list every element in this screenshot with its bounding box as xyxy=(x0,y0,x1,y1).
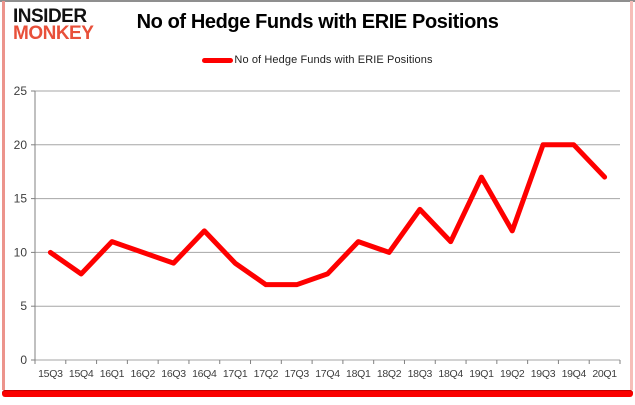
line-chart: 0 5 10 15 20 25 15Q3 15Q4 16Q1 16Q2 16Q3 16Q4 17Q1 17… xyxy=(14,85,621,380)
x-tick-label: 20Q1 xyxy=(592,368,617,380)
x-tick-label: 19Q2 xyxy=(500,368,525,380)
legend: No of Hedge Funds with ERIE Positions xyxy=(0,54,635,66)
x-tick-label: 18Q1 xyxy=(346,368,371,380)
x-tick-label: 18Q3 xyxy=(408,368,433,380)
y-tick-label: 15 xyxy=(14,192,28,206)
x-tick-label: 16Q1 xyxy=(100,368,125,380)
bottom-red-bar xyxy=(2,390,633,397)
x-tick-label: 15Q3 xyxy=(38,368,63,380)
y-tick-label: 25 xyxy=(14,85,28,98)
frame-right-border xyxy=(630,1,633,390)
x-tick-label: 19Q1 xyxy=(469,368,494,380)
legend-label: No of Hedge Funds with ERIE Positions xyxy=(234,54,433,66)
x-tick-label: 17Q4 xyxy=(315,368,340,380)
frame-left-border xyxy=(2,1,5,390)
y-tick-label: 10 xyxy=(14,245,28,259)
x-tick-label: 18Q4 xyxy=(438,368,463,380)
x-tick-label: 15Q4 xyxy=(69,368,94,380)
frame-top-border xyxy=(0,0,635,2)
legend-line-swatch xyxy=(202,57,234,63)
x-tick-label: 16Q3 xyxy=(161,368,186,380)
x-tick-label: 17Q2 xyxy=(254,368,279,380)
data-line xyxy=(47,142,608,288)
logo-line-insider: INSIDER xyxy=(13,6,87,27)
logo-line-monkey: MONKEY xyxy=(13,23,94,44)
x-tick-label: 16Q4 xyxy=(192,368,217,380)
x-tick-label: 16Q2 xyxy=(131,368,156,380)
y-tick-label: 5 xyxy=(20,299,27,313)
x-tick-label: 17Q3 xyxy=(284,368,309,380)
insider-monkey-logo: INSIDER MONKEY xyxy=(13,6,94,44)
y-tick-label: 0 xyxy=(20,353,27,367)
x-tick-label: 17Q1 xyxy=(223,368,248,380)
x-tick-label: 18Q2 xyxy=(377,368,402,380)
y-tick-label: 20 xyxy=(14,138,28,152)
chart-title: No of Hedge Funds with ERIE Positions xyxy=(136,11,499,33)
x-tick-label: 19Q3 xyxy=(531,368,556,380)
x-tick-label: 19Q4 xyxy=(562,368,587,380)
